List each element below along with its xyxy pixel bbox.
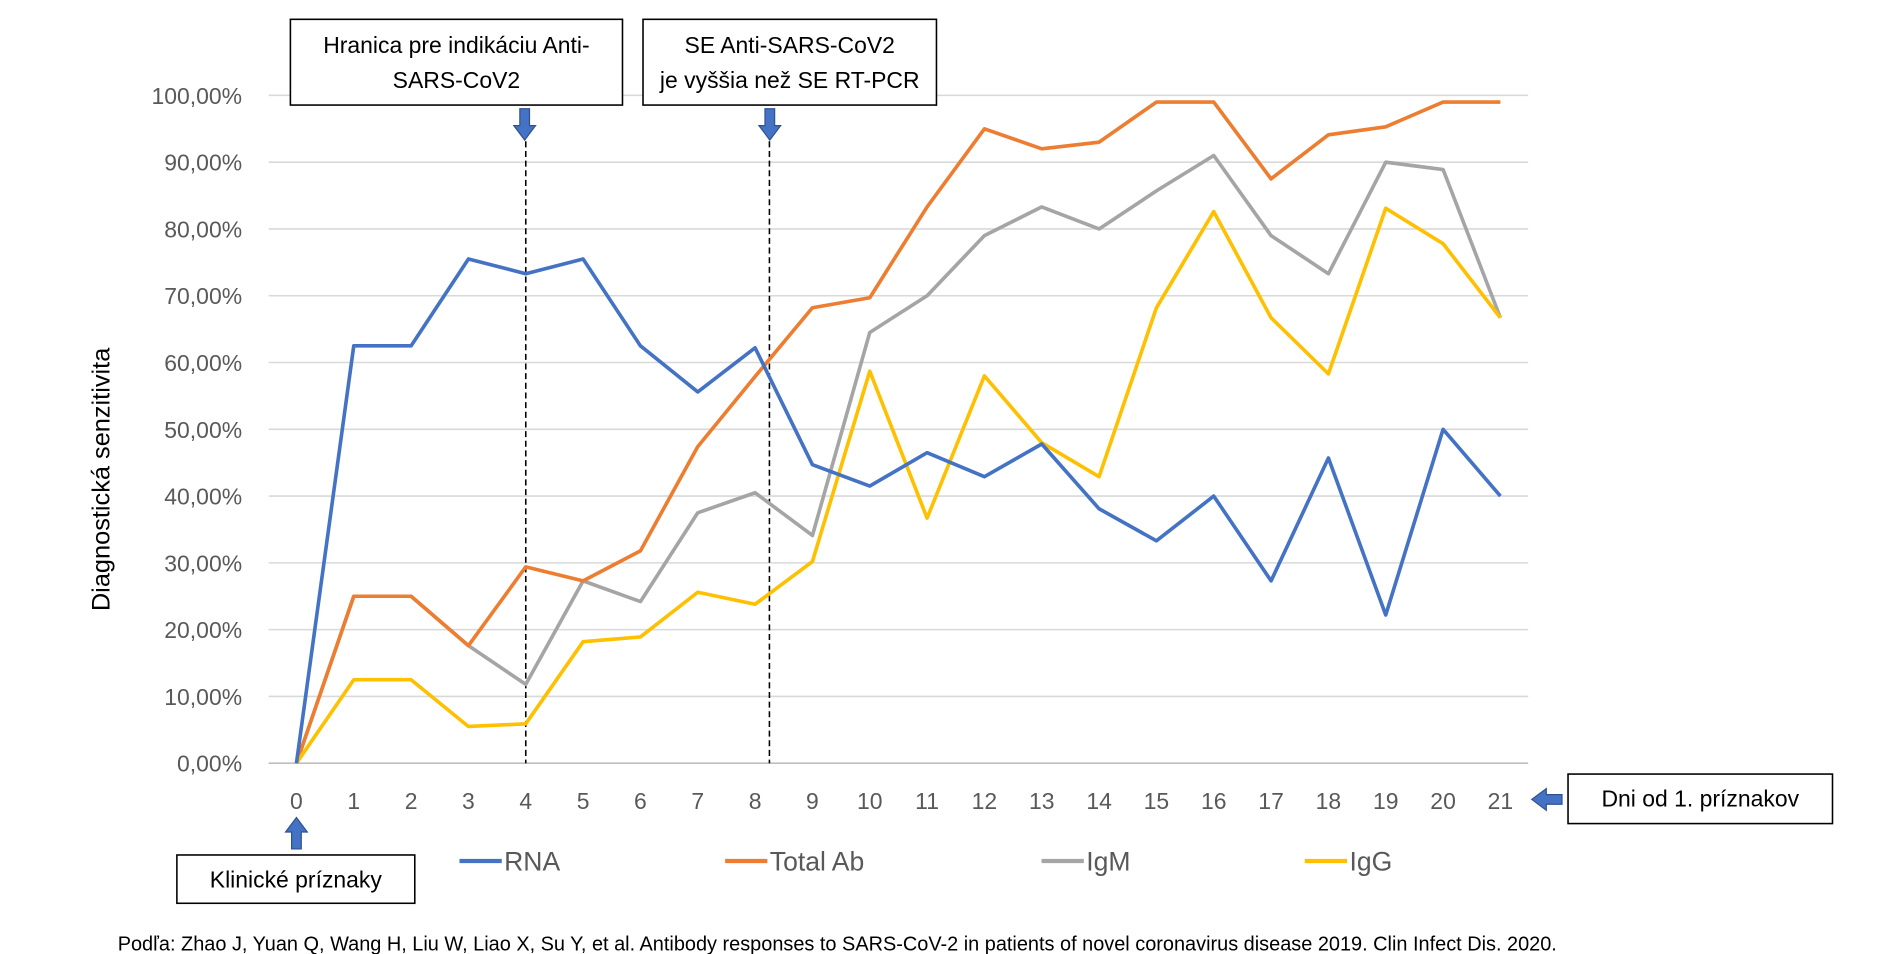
footnote: Podľa: Zhao J, Yuan Q, Wang H, Liu W, Li…: [118, 933, 1557, 954]
down-arrow-icon: [512, 108, 537, 142]
x-tick-label: 10: [857, 788, 883, 814]
left-arrow-icon: [1530, 787, 1563, 812]
x-tick-label: 12: [972, 788, 998, 814]
x-tick-label: 3: [462, 788, 475, 814]
y-tick-labels: 0,00% 10,00% 20,00% 30,00% 40,00% 50,00% 60,00…: [152, 83, 243, 777]
y-tick-label: 90,00%: [164, 150, 242, 176]
y-tick-label: 20,00%: [164, 617, 242, 643]
x-tick-label: 8: [749, 788, 762, 814]
legend-item: IgG: [1304, 847, 1392, 877]
x-tick-label: 4: [519, 788, 532, 814]
series-lines: [294, 100, 1503, 765]
y-tick-label: 80,00%: [164, 216, 242, 242]
series-line-total-ab: [294, 100, 1501, 764]
legend-item: RNA: [459, 847, 560, 877]
up-arrow-icon: [284, 816, 309, 850]
x-tick-label: 17: [1258, 788, 1284, 814]
series-line-igm: [294, 153, 1503, 764]
series-line-igg: [294, 206, 1502, 765]
x-axis-title: Dni od 1. príznakov: [1601, 786, 1799, 812]
legend-label: IgG: [1349, 847, 1392, 877]
crossover-text-line1: SE Anti-SARS-CoV2: [685, 32, 895, 58]
x-tick-label: 11: [915, 788, 939, 814]
onset-annotation: Klinické príznaky: [176, 854, 416, 905]
y-tick-label: 40,00%: [164, 484, 242, 510]
threshold-annotation: Hranica pre indikáciu Anti- SARS-CoV2: [289, 18, 624, 106]
x-tick-label: 18: [1316, 788, 1342, 814]
x-tick-label: 21: [1488, 788, 1514, 814]
down-arrow-icon: [757, 108, 782, 142]
x-tick-label: 15: [1144, 788, 1170, 814]
onset-text: Klinické príznaky: [210, 867, 383, 893]
legend: RNA Total Ab IgM IgG: [459, 847, 1392, 877]
legend-item: Total Ab: [725, 847, 864, 877]
y-tick-label: 70,00%: [164, 283, 242, 309]
y-tick-label: 10,00%: [164, 684, 242, 710]
series-line-rna: [294, 257, 1502, 764]
y-tick-label: 100,00%: [152, 83, 243, 109]
threshold-text-line2: SARS-CoV2: [393, 67, 520, 93]
x-tick-label: 14: [1086, 788, 1112, 814]
y-axis-title: Diagnostická senzitivita: [87, 347, 115, 611]
x-tick-label: 6: [634, 788, 647, 814]
legend-label: RNA: [504, 847, 560, 877]
x-tick-labels: 0 1 2 3 4 5 6 7 8 9 10 11 12 13 14 15 16 17 18 19 20 21: [290, 788, 1513, 814]
x-tick-label: 13: [1029, 788, 1055, 814]
legend-label: IgM: [1086, 847, 1130, 877]
crossover-annotation: SE Anti-SARS-CoV2 je vyššia než SE RT-PC…: [642, 18, 938, 106]
y-tick-label: 50,00%: [164, 417, 242, 443]
threshold-text-line1: Hranica pre indikáciu Anti-: [323, 32, 589, 58]
gridlines: [268, 94, 1529, 764]
legend-label: Total Ab: [770, 847, 864, 877]
x-tick-label: 20: [1430, 788, 1456, 814]
legend-item: IgM: [1041, 847, 1130, 877]
x-tick-label: 7: [691, 788, 704, 814]
x-tick-label: 16: [1201, 788, 1227, 814]
x-tick-label: 2: [405, 788, 418, 814]
x-axis-annotation: Dni od 1. príznakov: [1567, 773, 1834, 825]
x-tick-label: 9: [806, 788, 819, 814]
x-tick-label: 5: [577, 788, 590, 814]
x-tick-label: 0: [290, 788, 303, 814]
y-tick-label: 0,00%: [177, 751, 242, 777]
crossover-text-line2: je vyššia než SE RT-PCR: [659, 67, 920, 93]
y-tick-label: 30,00%: [164, 550, 242, 576]
x-tick-label: 1: [347, 788, 360, 814]
y-tick-label: 60,00%: [164, 350, 242, 376]
x-tick-label: 19: [1373, 788, 1399, 814]
